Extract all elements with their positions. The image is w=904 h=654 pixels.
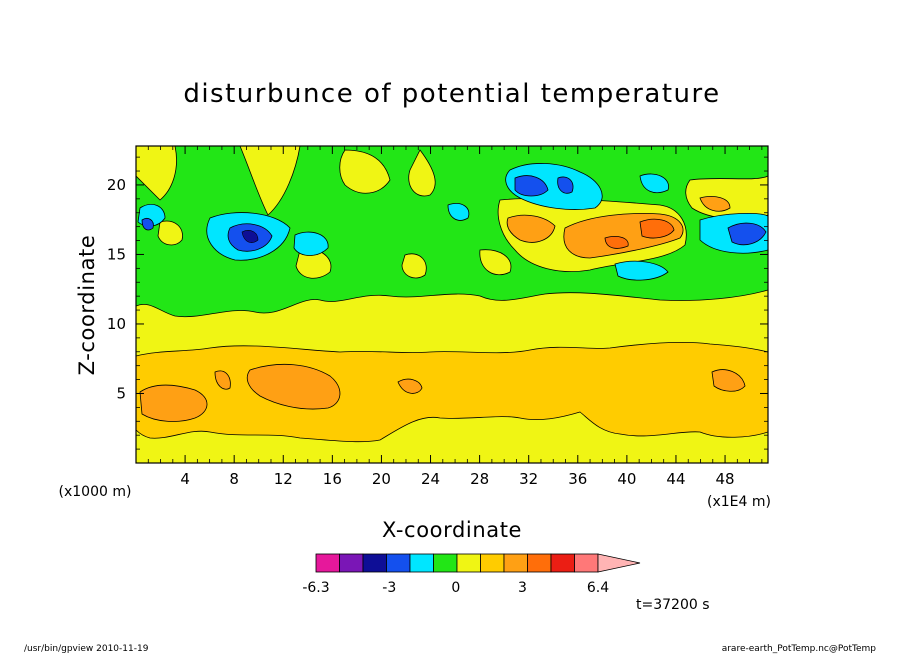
contour-fill-cyan-patch: [614, 260, 669, 281]
y-axis-label: Z-coordinate: [75, 235, 99, 376]
colorbar-tick-label: 0: [451, 580, 460, 596]
colorbar-swatch: [386, 553, 411, 573]
x-unit-label: (x1E4 m): [707, 494, 771, 510]
contour-fill-yellow-patch: [408, 149, 436, 197]
colorbar-swatch: [433, 553, 458, 573]
contour-fill-yellow-patch: [157, 220, 183, 246]
colorbar-swatch: [362, 553, 387, 573]
x-axis: 4 8 12 16 20 24 28 32 36 40 44 48: [147, 146, 763, 488]
footer-right: arare-earth_PotTemp.nc@PotTemp: [722, 644, 877, 654]
x-tick-label: 36: [568, 470, 587, 488]
x-tick-label: 32: [519, 470, 538, 488]
contour-fill-cyan-patch: [293, 231, 329, 256]
colorbar-swatch: [574, 553, 599, 573]
contour-fill-blue-core: [557, 176, 574, 194]
x-tick-label: 12: [274, 470, 293, 488]
contour-fill-blue-core: [141, 218, 154, 231]
y-tick-label: 20: [107, 176, 126, 194]
plot-frame: [135, 145, 769, 464]
contour-fill-green-upper-layer: [136, 146, 768, 318]
y-tick-label: 10: [107, 315, 126, 333]
chart-title: disturbunce of potential temperature: [183, 79, 720, 109]
colorbar-swatch: [503, 553, 528, 573]
colorbar-tick-label: -3: [382, 580, 396, 596]
y-tick-label: 15: [107, 245, 126, 263]
x-tick-label: 24: [421, 470, 440, 488]
contour-fill-yellow-patch: [339, 149, 391, 194]
colorbar-swatch: [315, 553, 340, 573]
x-tick-label: 40: [617, 470, 636, 488]
colorbar-swatch: [456, 553, 481, 573]
colorbar-tick-label: 6.4: [587, 580, 609, 596]
contour-fill-orange-core: [214, 370, 231, 390]
time-label: t=37200 s: [636, 597, 710, 613]
contour-fill-orange-core: [711, 369, 746, 392]
colorbar-swatch: [339, 553, 364, 573]
contour-fill-cyan-patch: [447, 203, 470, 221]
x-tick-label: 48: [716, 470, 735, 488]
y-unit-label: (x1000 m): [59, 484, 132, 500]
x-tick-label: 16: [323, 470, 342, 488]
y-tick-label: 5: [116, 384, 126, 402]
contour-fill-orange-patch: [699, 196, 731, 212]
x-tick-label: 28: [470, 470, 489, 488]
x-tick-label: 4: [180, 470, 190, 488]
contour-fill-blue-core: [514, 175, 549, 197]
x-axis-label: X-coordinate: [382, 518, 522, 542]
x-tick-label: 20: [372, 470, 391, 488]
contour-fill-yellow-patch: [136, 146, 177, 201]
colorbar-swatch: [480, 553, 505, 573]
contour-fill-orange-core: [139, 384, 208, 422]
colorbar-tick-label: -6.3: [302, 580, 329, 596]
contour-fill-yellow-patch: [401, 253, 427, 279]
contour-fill-orange-core: [397, 378, 423, 394]
contour-fill-yellow-patch: [479, 249, 512, 276]
contour-fill-dark-blue-core: [241, 230, 259, 243]
contour-fill-orange-patch: [506, 214, 556, 243]
x-tick-label: 8: [229, 470, 239, 488]
contour-fill-orange-core: [246, 363, 341, 410]
contour-fill-yellow-patch: [239, 146, 301, 216]
colorbar: -6.3 -3 0 3 6.4: [302, 553, 641, 596]
colorbar-swatch: [527, 553, 552, 573]
colorbar-swatch: [409, 553, 434, 573]
footer-left: /usr/bin/gpview 2010-11-19: [24, 644, 149, 654]
plot-area: [136, 146, 768, 463]
colorbar-tick-label: 3: [518, 580, 527, 596]
contour-fill-cyan-patch: [505, 163, 603, 210]
contour-fill-dark-orange-core: [604, 236, 629, 249]
y-axis: 5 10 15 20: [107, 156, 768, 450]
contour-fill-dark-orange-core: [639, 218, 675, 239]
x-tick-label: 44: [666, 470, 685, 488]
colorbar-extension: [597, 553, 641, 573]
contour-fill-blue-core: [727, 222, 767, 246]
colorbar-swatch: [550, 553, 575, 573]
contour-fill-cyan-patch: [639, 173, 669, 193]
